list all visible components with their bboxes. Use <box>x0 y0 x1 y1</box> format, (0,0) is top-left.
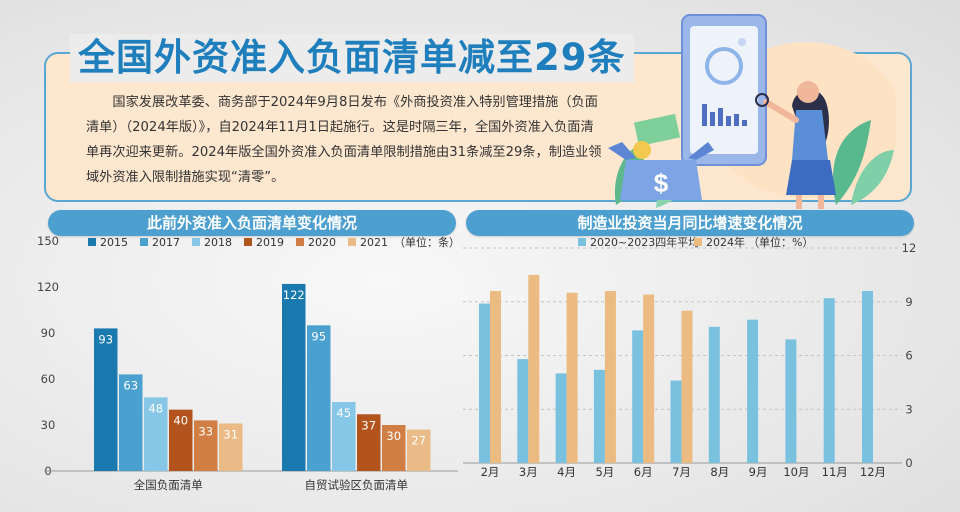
bar <box>219 423 243 471</box>
legend-swatch <box>296 238 304 246</box>
legend-label: 2018 <box>204 236 232 249</box>
bar <box>169 409 193 471</box>
data-label: 33 <box>198 424 213 438</box>
bar <box>282 283 306 471</box>
legend-label: 2020~2023四年平均 <box>590 235 699 249</box>
y-tick-label: 150 <box>37 234 59 248</box>
legend-label: 2021 <box>360 236 388 249</box>
unit-note: （单位：条） <box>394 235 460 249</box>
x-category-label: 6月 <box>634 465 653 479</box>
bar <box>566 292 578 463</box>
bar <box>194 420 218 471</box>
bar <box>823 298 835 463</box>
bar <box>747 319 759 463</box>
data-label: 122 <box>283 288 305 302</box>
bar <box>593 369 605 463</box>
bar <box>119 374 143 471</box>
legend-label: 2017 <box>152 236 180 249</box>
bar <box>604 291 616 463</box>
data-label: 63 <box>123 378 138 392</box>
legend-label: 2020 <box>308 236 336 249</box>
data-label: 93 <box>98 332 113 346</box>
unit-note: （单位：%） <box>748 235 813 249</box>
y-tick-label: 60 <box>41 372 56 386</box>
bar <box>332 402 356 471</box>
data-label: 27 <box>411 434 426 448</box>
x-category-label: 12月 <box>860 465 886 479</box>
right-chart-title: 制造业投资当月同比增速变化情况 <box>466 210 914 236</box>
legend-swatch <box>88 238 96 246</box>
money-box-icon: $ <box>608 113 714 200</box>
x-category-label: 2月 <box>481 465 500 479</box>
bar <box>643 294 655 463</box>
legend-swatch <box>694 238 702 246</box>
data-label: 48 <box>148 401 163 415</box>
bar <box>357 414 381 471</box>
tablet-icon <box>681 14 767 166</box>
bar <box>555 373 567 463</box>
data-label: 37 <box>361 418 376 432</box>
legend-label: 2015 <box>100 236 128 249</box>
bar <box>307 325 331 471</box>
data-label: 30 <box>386 429 401 443</box>
y-tick-label: 9 <box>905 295 912 309</box>
legend-swatch <box>348 238 356 246</box>
y-tick-label: 6 <box>905 349 912 363</box>
bar <box>670 380 682 463</box>
woman-figure-icon <box>755 81 836 209</box>
bar <box>490 291 501 463</box>
x-category-label: 5月 <box>595 465 614 479</box>
illustration: $ <box>608 14 896 209</box>
bar <box>681 310 693 463</box>
bar <box>144 397 168 471</box>
bar <box>94 328 118 471</box>
intro-paragraph: 国家发展改革委、商务部于2024年9月8日发布《外商投资准入特别管理措施（负面清… <box>86 95 602 185</box>
y-tick-label: 3 <box>905 402 912 416</box>
data-label: 45 <box>336 406 351 420</box>
x-category-label: 全国负面清单 <box>134 478 203 492</box>
x-category-label: 7月 <box>672 465 691 479</box>
y-tick-label: 120 <box>37 280 59 294</box>
left-chart-title: 此前外资准入负面清单变化情况 <box>48 210 456 236</box>
svg-text:$: $ <box>654 168 669 198</box>
x-category-label: 自贸试验区负面清单 <box>305 478 409 492</box>
x-category-label: 3月 <box>519 465 538 479</box>
x-category-label: 4月 <box>557 465 576 479</box>
page-title: 全国外资准入负面清单减至29条 <box>70 34 634 82</box>
legend-label: 2024年 <box>706 235 745 249</box>
x-category-label: 11月 <box>822 465 848 479</box>
bar <box>382 425 406 471</box>
legend-swatch <box>140 238 148 246</box>
bar <box>862 291 873 463</box>
data-label: 40 <box>173 414 188 428</box>
y-tick-label: 12 <box>902 241 917 255</box>
bar <box>407 429 431 471</box>
data-label: 31 <box>223 427 238 441</box>
bar <box>708 326 720 463</box>
y-tick-label: 90 <box>41 326 56 340</box>
x-category-label: 9月 <box>749 465 768 479</box>
bar <box>479 303 490 463</box>
data-label: 95 <box>311 329 326 343</box>
bar <box>528 274 540 463</box>
x-category-label: 8月 <box>710 465 729 479</box>
legend-swatch <box>192 238 200 246</box>
y-tick-label: 30 <box>41 418 56 432</box>
y-tick-label: 0 <box>905 456 912 470</box>
x-category-label: 10月 <box>783 465 809 479</box>
bar <box>632 330 644 463</box>
legend-swatch <box>244 238 252 246</box>
bar <box>517 359 529 463</box>
legend-swatch <box>578 238 586 246</box>
legend-label: 2019 <box>256 236 284 249</box>
bar <box>785 339 797 463</box>
